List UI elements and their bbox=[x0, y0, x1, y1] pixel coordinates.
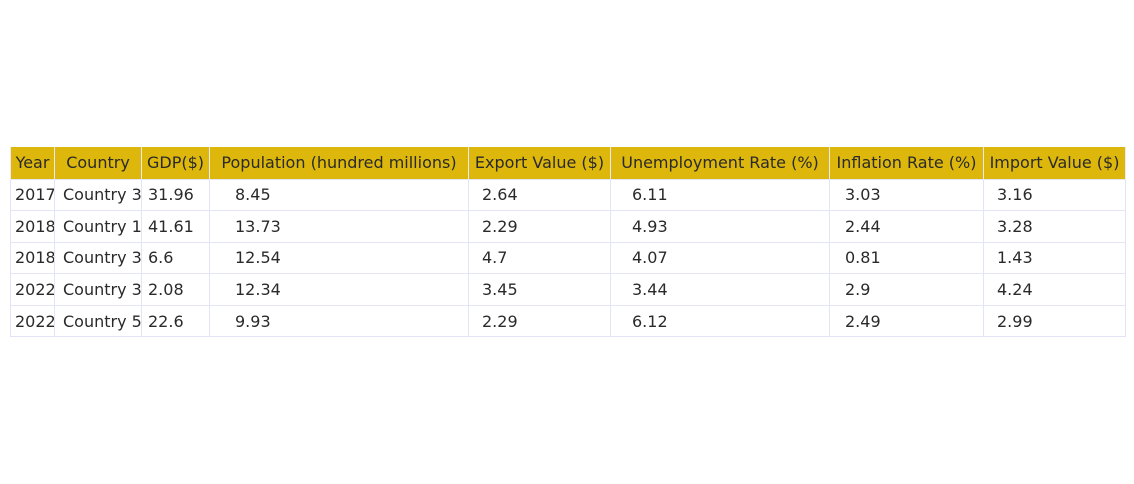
table-cell: 2.49 bbox=[829, 304, 984, 338]
column-header: Population (hundred millions) bbox=[209, 147, 469, 179]
table-cell: 2018 bbox=[10, 210, 55, 243]
column-header: Export Value ($) bbox=[468, 147, 611, 179]
header-row: Year Country GDP($) Population (hundred mil… bbox=[10, 147, 1126, 179]
column-header: Year bbox=[10, 147, 55, 179]
table-row: 2018 Country 3 6.6 12.54 4.7 4.07 0.81 1.43 bbox=[10, 241, 1126, 275]
table-cell: Country 3 bbox=[54, 241, 142, 275]
table-cell: 12.54 bbox=[209, 241, 469, 275]
column-header: GDP($) bbox=[141, 147, 210, 179]
table-cell: 3.44 bbox=[610, 273, 830, 306]
table-row: 2022 Country 5 22.6 9.93 2.29 6.12 2.49 2.99 bbox=[10, 304, 1126, 338]
table-cell: 2.99 bbox=[983, 304, 1126, 338]
table-cell: 4.07 bbox=[610, 241, 830, 275]
table-cell: 8.45 bbox=[209, 178, 469, 212]
column-header: Unemployment Rate (%) bbox=[610, 147, 830, 179]
table-cell: 2017 bbox=[10, 178, 55, 212]
table-cell: Country 1 bbox=[54, 210, 142, 243]
table-cell: 0.81 bbox=[829, 241, 984, 275]
table-cell: 2.29 bbox=[468, 304, 611, 338]
table-cell: Country 5 bbox=[54, 304, 142, 338]
table-cell: 2022 bbox=[10, 273, 55, 306]
table-cell: 41.61 bbox=[141, 210, 210, 243]
table-cell: 12.34 bbox=[209, 273, 469, 306]
table-cell: 6.12 bbox=[610, 304, 830, 338]
table-cell: 2.08 bbox=[141, 273, 210, 306]
data-table-container: Year Country GDP($) Population (hundred mil… bbox=[10, 147, 1126, 338]
table-cell: 2018 bbox=[10, 241, 55, 275]
column-header: Inflation Rate (%) bbox=[829, 147, 984, 179]
table-cell: 22.6 bbox=[141, 304, 210, 338]
table-cell: 2.29 bbox=[468, 210, 611, 243]
table-cell: 3.28 bbox=[983, 210, 1126, 243]
table-cell: 6.6 bbox=[141, 241, 210, 275]
column-header: Country bbox=[54, 147, 142, 179]
table-row: 2018 Country 1 41.61 13.73 2.29 4.93 2.44 3.28 bbox=[10, 210, 1126, 243]
table-cell: 3.45 bbox=[468, 273, 611, 306]
table-cell: 2.44 bbox=[829, 210, 984, 243]
table-cell: 31.96 bbox=[141, 178, 210, 212]
table-cell: 1.43 bbox=[983, 241, 1126, 275]
table-cell: 2.64 bbox=[468, 178, 611, 212]
table-cell: 3.03 bbox=[829, 178, 984, 212]
table-cell: 4.93 bbox=[610, 210, 830, 243]
table-cell: 4.7 bbox=[468, 241, 611, 275]
table-row: 2022 Country 3 2.08 12.34 3.45 3.44 2.9 4.24 bbox=[10, 273, 1126, 306]
table-cell: Country 3 bbox=[54, 273, 142, 306]
table-cell: 9.93 bbox=[209, 304, 469, 338]
table-cell: Country 3 bbox=[54, 178, 142, 212]
table-cell: 2022 bbox=[10, 304, 55, 338]
column-header: Import Value ($) bbox=[983, 147, 1126, 179]
table-body: 2017 Country 3 31.96 8.45 2.64 6.11 3.03 3.16 20… bbox=[10, 178, 1126, 338]
table-cell: 3.16 bbox=[983, 178, 1126, 212]
table-cell: 2.9 bbox=[829, 273, 984, 306]
data-table: Year Country GDP($) Population (hundred mil… bbox=[10, 147, 1126, 338]
table-cell: 13.73 bbox=[209, 210, 469, 243]
table-cell: 6.11 bbox=[610, 178, 830, 212]
table-row: 2017 Country 3 31.96 8.45 2.64 6.11 3.03 3.16 bbox=[10, 178, 1126, 212]
table-cell: 4.24 bbox=[983, 273, 1126, 306]
